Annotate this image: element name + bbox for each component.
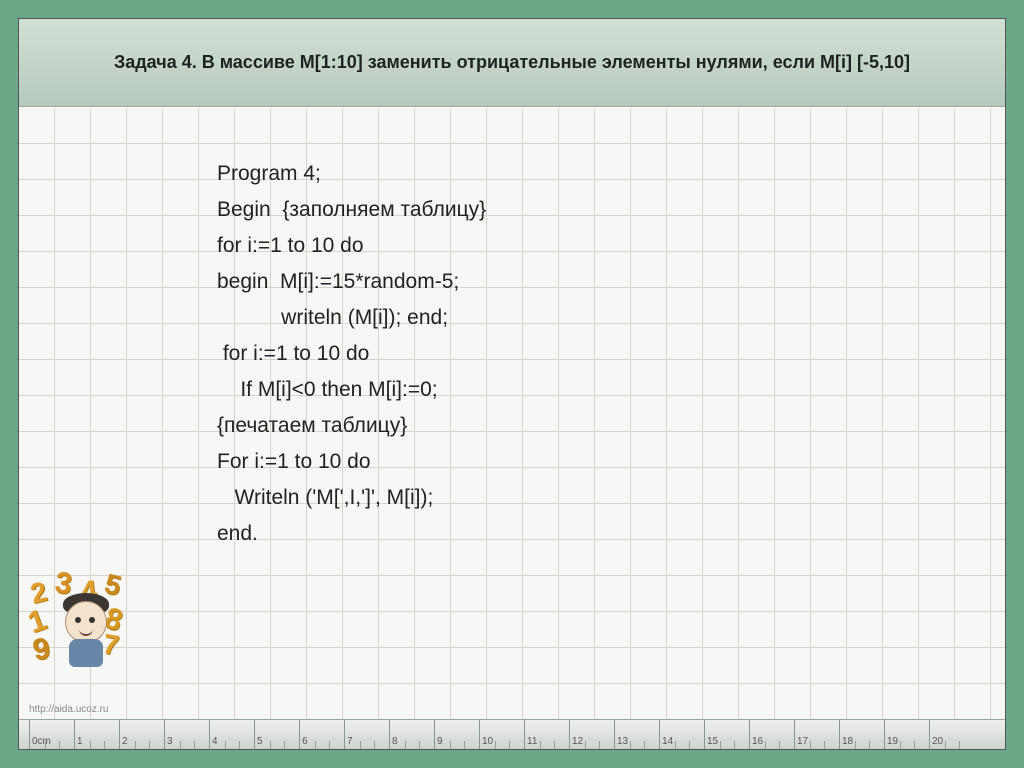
ruler-tick: 4 [209, 720, 254, 749]
code-line: Begin {заполняем таблицу} [217, 192, 486, 228]
title-bar: Задача 4. В массиве М[1:10] заменить отр… [19, 19, 1005, 107]
decorative-digit: 3 [53, 566, 74, 602]
ruler-tick: 18 [839, 720, 884, 749]
ruler-tick: 11 [524, 720, 569, 749]
code-line: begin M[i]:=15*random-5; [217, 264, 486, 300]
watermark-url: http://aida.ucoz.ru [29, 704, 109, 715]
code-line: For i:=1 to 10 do [217, 444, 486, 480]
code-line: If M[i]<0 then M[i]:=0; [217, 372, 486, 408]
graph-paper-area: Program 4; Begin {заполняем таблицу} for… [19, 108, 1005, 719]
ruler-tick: 6 [299, 720, 344, 749]
decorative-digit: 5 [101, 568, 124, 603]
decorative-digit: 4 [79, 574, 98, 607]
slide-frame: Задача 4. В массиве М[1:10] заменить отр… [18, 18, 1006, 750]
ruler-tick: 16 [749, 720, 794, 749]
code-block: Program 4; Begin {заполняем таблицу} for… [217, 156, 486, 552]
ruler-tick: 14 [659, 720, 704, 749]
ruler-tick: 1 [74, 720, 119, 749]
code-line: for i:=1 to 10 do [217, 336, 486, 372]
decorative-digit: 9 [30, 632, 52, 668]
code-line: Program 4; [217, 156, 486, 192]
decorative-digit: 7 [100, 628, 121, 662]
ruler-tick: 17 [794, 720, 839, 749]
code-line: Writeln ('M[',I,']', M[i]); [217, 480, 486, 516]
mascot-illustration: 2 3 4 5 1 8 9 7 [27, 571, 147, 681]
decorative-digit: 8 [100, 601, 126, 638]
mascot-eye [75, 617, 81, 623]
ruler-tick: 5 [254, 720, 299, 749]
decorative-digit: 1 [24, 603, 51, 641]
decorative-digit: 2 [27, 576, 50, 611]
ruler-tick: 7 [344, 720, 389, 749]
ruler: 0cm 1 2 3 4 5 6 7 8 9 10 11 12 13 14 15 … [19, 719, 1005, 749]
mascot-smile [79, 629, 93, 636]
ruler-tick: 20 [929, 720, 974, 749]
ruler-tick: 0cm [29, 720, 74, 749]
mascot-head [65, 601, 107, 643]
ruler-tick: 13 [614, 720, 659, 749]
ruler-tick: 8 [389, 720, 434, 749]
ruler-tick: 3 [164, 720, 209, 749]
mascot-body [69, 639, 103, 667]
ruler-tick: 9 [434, 720, 479, 749]
ruler-tick: 19 [884, 720, 929, 749]
slide-title: Задача 4. В массиве М[1:10] заменить отр… [114, 50, 910, 74]
code-line: for i:=1 to 10 do [217, 228, 486, 264]
ruler-tick: 15 [704, 720, 749, 749]
ruler-tick: 12 [569, 720, 614, 749]
mascot-hair [63, 593, 109, 615]
ruler-tick: 2 [119, 720, 164, 749]
ruler-tick: 10 [479, 720, 524, 749]
mascot-eye [89, 617, 95, 623]
code-line: writeln (M[i]); end; [217, 300, 486, 336]
code-line: end. [217, 516, 486, 552]
code-line: {печатаем таблицу} [217, 408, 486, 444]
